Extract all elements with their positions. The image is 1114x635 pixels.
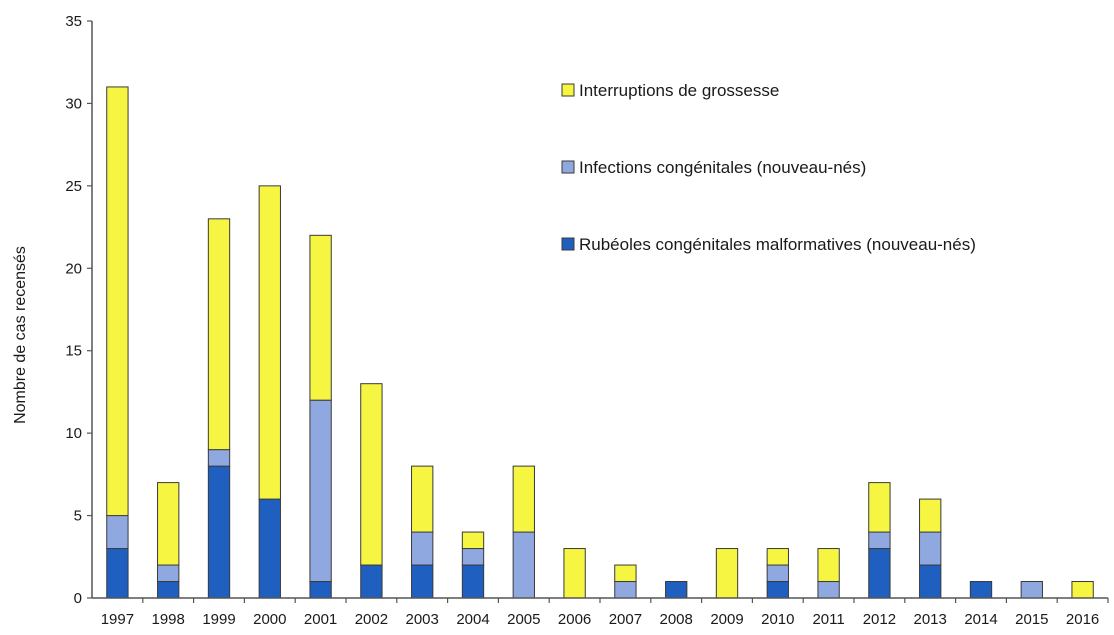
x-tick-label: 2001 — [304, 611, 337, 628]
bar-segment-2013-series-2 — [919, 498, 942, 533]
bar-segment-2010-series-2 — [766, 548, 789, 566]
bar-segment-2011-series-1 — [817, 581, 840, 599]
bar-segment-2003-series-1 — [411, 531, 434, 566]
bar-segment-2013-series-1 — [919, 531, 942, 566]
bar-segment-2016-series-2 — [1071, 581, 1094, 599]
bar-segment-2010-series-1 — [766, 564, 789, 583]
x-tick-label: 2015 — [1015, 611, 1048, 628]
legend-label: Interruptions de grossesse — [579, 81, 779, 100]
bar-segment-2008-series-0 — [665, 581, 688, 599]
bar-segment-1997-series-1 — [106, 515, 129, 550]
bar-segment-2011-series-2 — [817, 548, 840, 583]
y-tick-label: 15 — [65, 343, 82, 360]
x-tick-label: 2014 — [964, 611, 997, 628]
x-tick-label: 2013 — [914, 611, 947, 628]
x-tick-label: 2002 — [355, 611, 388, 628]
bar-segment-2004-series-1 — [461, 548, 485, 566]
legend-label: Rubéoles congénitales malformatives (nou… — [579, 235, 976, 254]
bar-segment-2001-series-0 — [309, 581, 332, 599]
x-tick-label: 2011 — [812, 611, 844, 628]
x-tick-label: 2000 — [253, 611, 286, 628]
bar-segment-2000-series-0 — [258, 498, 281, 599]
y-axis-title: Nombre de cas recensés — [12, 246, 29, 424]
y-tick-label: 30 — [65, 95, 82, 112]
bar-segment-2001-series-2 — [309, 234, 332, 401]
bar-segment-2013-series-0 — [919, 564, 942, 599]
x-tick-label: 1998 — [152, 611, 185, 628]
legend: Interruptions de grossesse Infections con… — [561, 81, 976, 254]
x-tick-label: 2007 — [609, 611, 642, 628]
x-tick-label: 2003 — [406, 611, 439, 628]
y-axis-ticks: 0 5 10 15 20 25 30 35 — [65, 13, 92, 607]
x-tick-label: 2010 — [761, 611, 794, 628]
y-tick-label: 25 — [65, 178, 82, 195]
bar-segment-1999-series-1 — [207, 449, 231, 467]
x-tick-label: 1997 — [101, 611, 134, 628]
bar-segment-2005-series-2 — [512, 465, 535, 533]
bar-segment-1997-series-0 — [106, 548, 129, 599]
x-tick-label: 2004 — [456, 611, 489, 628]
bar-segment-2002-series-2 — [360, 383, 383, 566]
bar-segment-2001-series-1 — [309, 399, 332, 583]
bar-segment-2004-series-2 — [461, 531, 485, 550]
bar-segment-2007-series-1 — [614, 581, 637, 599]
x-tick-label: 2005 — [507, 611, 540, 628]
y-tick-label: 20 — [65, 260, 82, 277]
bar-segment-2003-series-0 — [411, 564, 434, 599]
bar-segment-2004-series-0 — [461, 564, 485, 599]
bar-segment-2012-series-1 — [868, 531, 891, 550]
x-tick-label: 2009 — [710, 611, 743, 628]
bar-segment-1998-series-0 — [157, 581, 180, 599]
legend-swatch — [561, 83, 575, 97]
bar-segment-2015-series-1 — [1020, 581, 1043, 599]
bar-segment-1999-series-0 — [207, 465, 231, 599]
x-tick-label: 2006 — [558, 611, 591, 628]
bar-segment-1997-series-2 — [106, 86, 129, 517]
x-tick-label: 2008 — [660, 611, 693, 628]
legend-label: Infections congénitales (nouveau-nés) — [579, 158, 866, 177]
bar-segment-1998-series-2 — [157, 482, 180, 566]
bar-segment-2014-series-0 — [969, 581, 993, 599]
bar-segment-2002-series-0 — [360, 564, 383, 599]
bar-segment-1998-series-1 — [157, 564, 180, 583]
bar-segment-2012-series-0 — [868, 548, 891, 599]
y-tick-label: 5 — [74, 508, 82, 525]
x-tick-label: 1999 — [202, 611, 235, 628]
bar-segment-2007-series-2 — [614, 564, 637, 583]
bars-group — [106, 86, 1094, 599]
bar-segment-2000-series-2 — [258, 185, 281, 500]
bar-segment-2009-series-2 — [715, 548, 739, 599]
legend-swatch — [561, 237, 575, 251]
bar-segment-1999-series-2 — [207, 218, 231, 451]
legend-swatch — [561, 160, 575, 174]
bar-segment-2012-series-2 — [868, 482, 891, 533]
x-tick-label: 2012 — [863, 611, 896, 628]
x-axis-ticks: 1997 1998 1999 2000 2001 2002 2003 2004 2005 2006… — [101, 598, 1109, 628]
y-tick-label: 0 — [74, 590, 82, 607]
bar-segment-2003-series-2 — [411, 465, 434, 533]
bar-segment-2005-series-1 — [512, 531, 535, 599]
bar-segment-2010-series-0 — [766, 581, 789, 599]
y-tick-label: 10 — [65, 425, 82, 442]
y-tick-label: 35 — [65, 13, 82, 30]
x-tick-label: 2016 — [1066, 611, 1099, 628]
bar-segment-2006-series-2 — [563, 548, 586, 599]
